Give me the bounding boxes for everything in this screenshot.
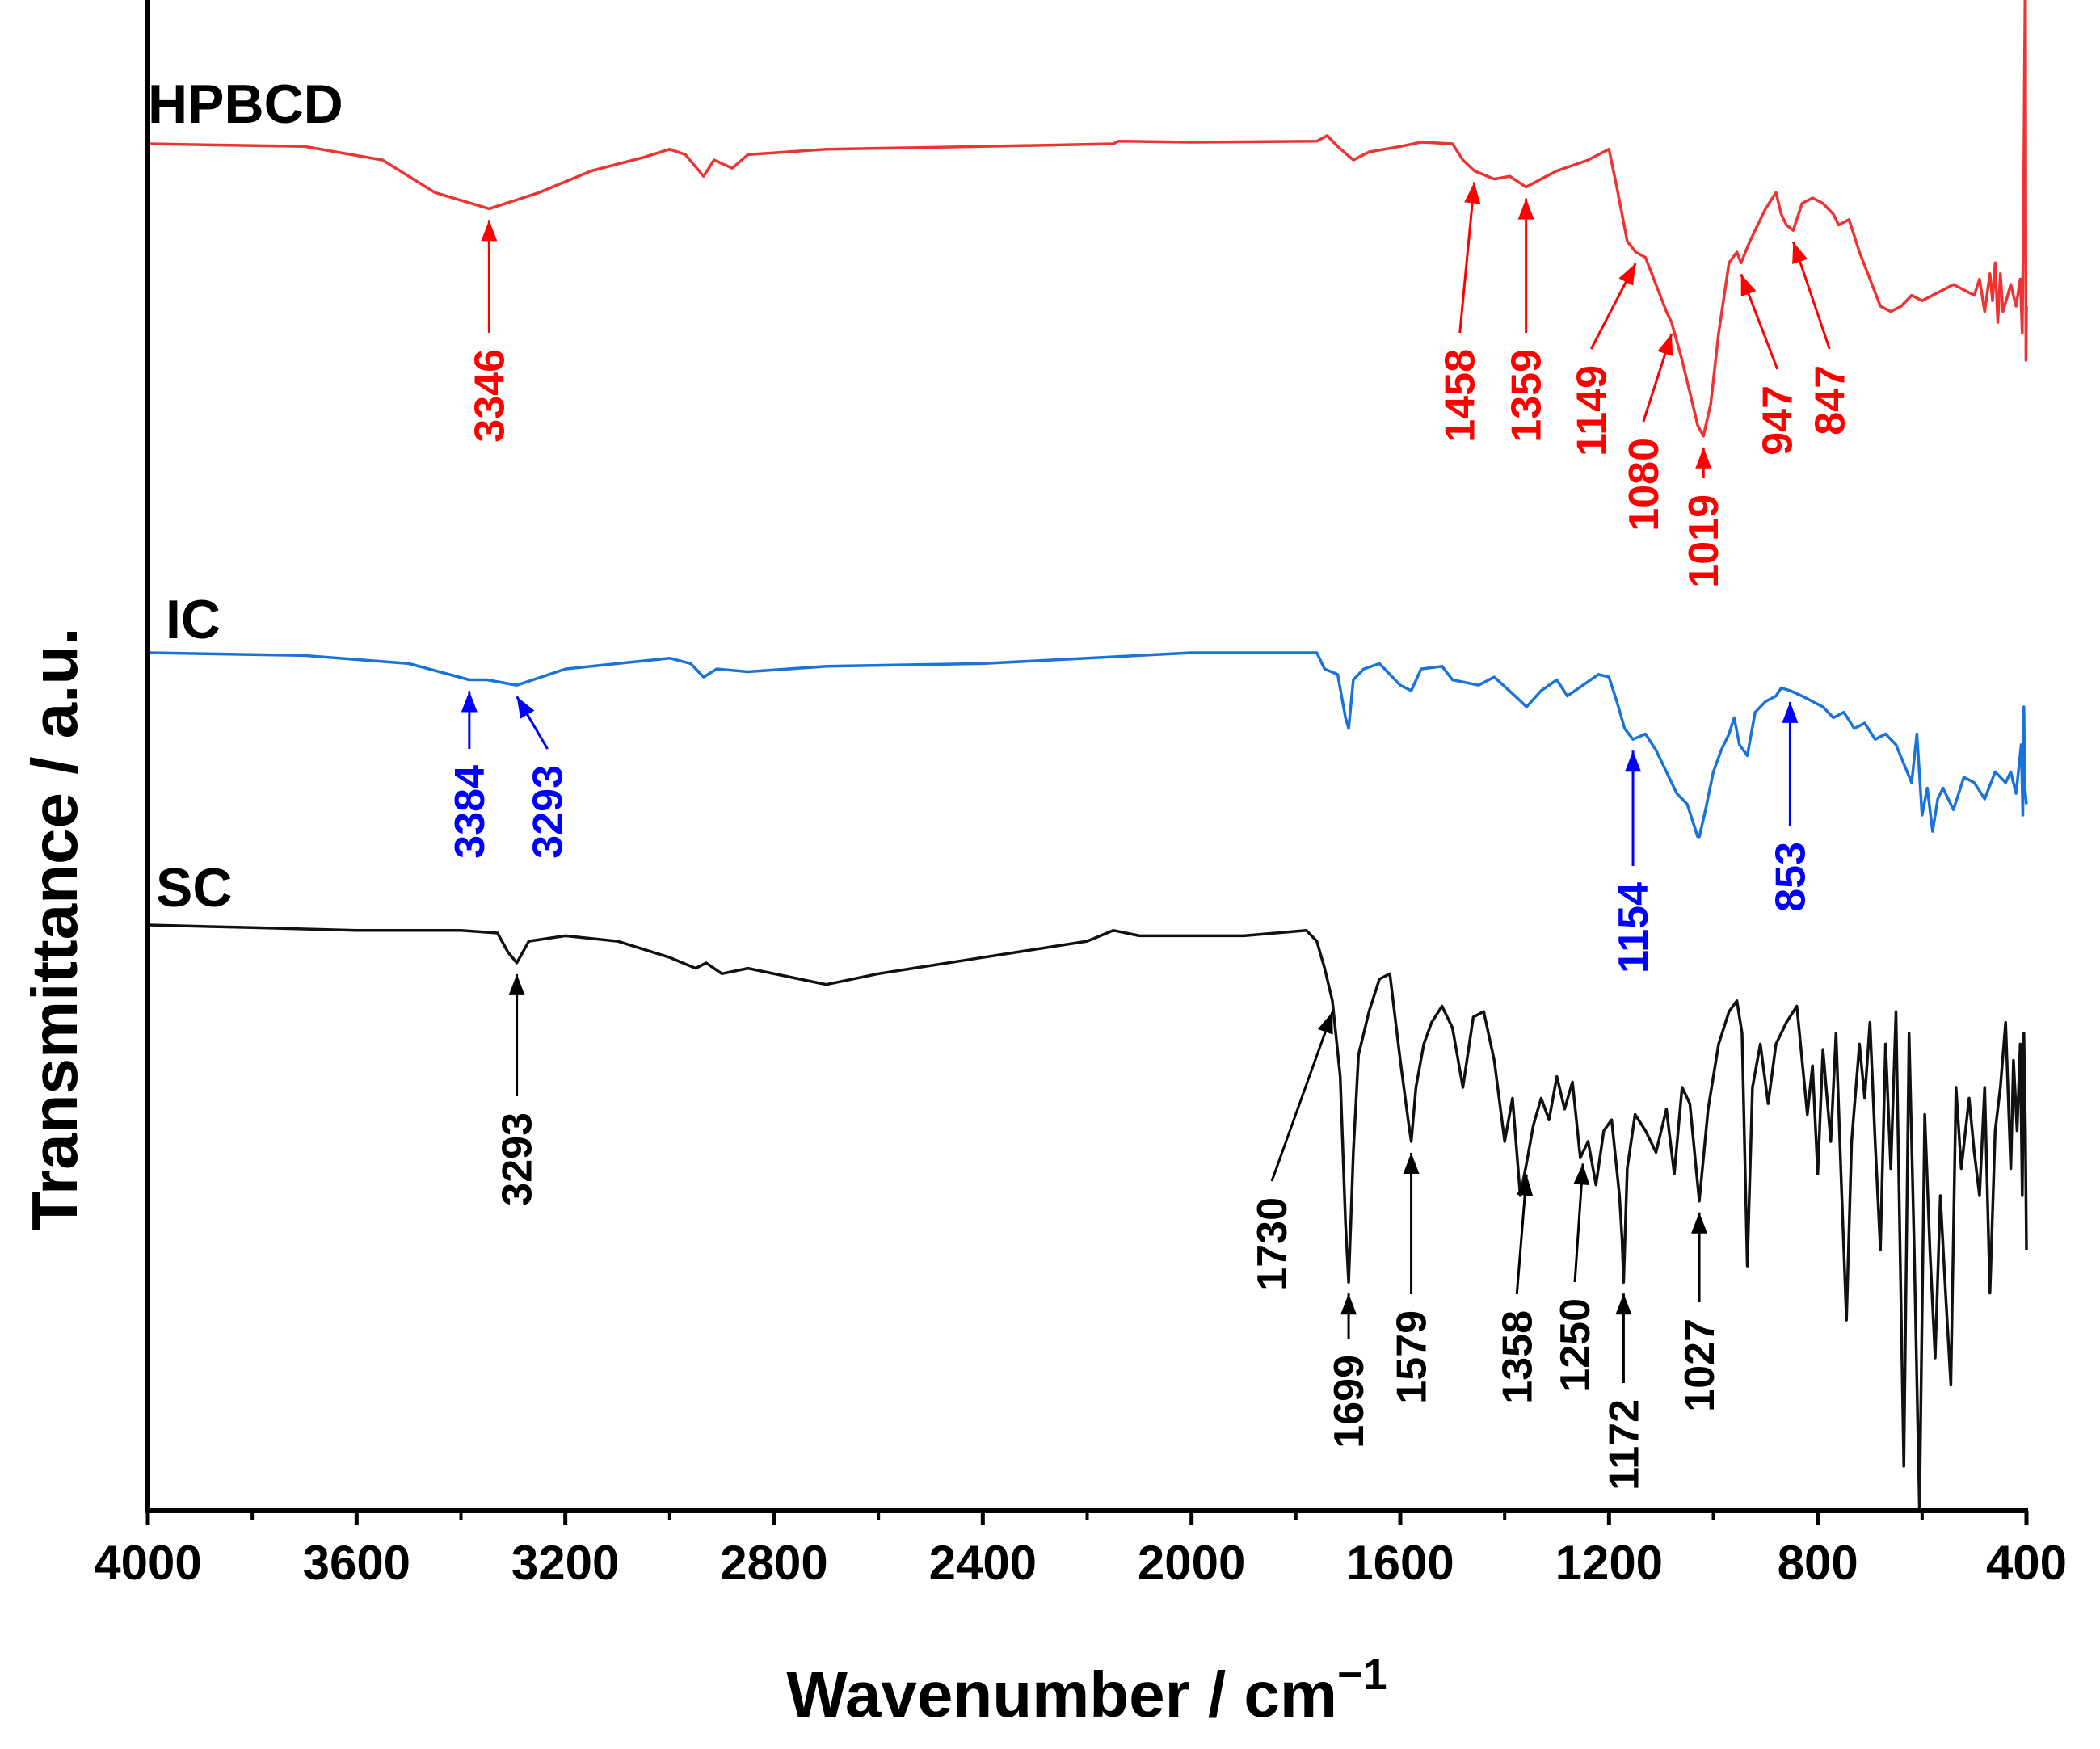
series-line-ic: [147, 651, 2028, 839]
peak-label-hpbcd-1359: 1359: [1504, 349, 1551, 443]
peak-label-sc-1699: 1699: [1326, 1355, 1373, 1448]
peak-label-hpbcd-847: 847: [1807, 365, 1854, 435]
x-tick-label: 1200: [1555, 1536, 1663, 1590]
peak-arrow-head: [1782, 701, 1799, 723]
series-line-sc: [147, 923, 2028, 1511]
plot-lines: [147, 0, 2028, 1511]
y-axis-title: Transmittance / a.u.: [19, 628, 90, 1231]
peak-arrow-head: [1340, 1293, 1357, 1315]
x-tick-label: 800: [1778, 1536, 1858, 1590]
x-tick-label: 2400: [929, 1536, 1037, 1590]
peak-arrow-head: [508, 973, 525, 995]
peak-label-hpbcd-1080: 1080: [1621, 438, 1668, 532]
x-tick-label: 1600: [1346, 1536, 1454, 1590]
x-tick-label: 4000: [94, 1536, 201, 1590]
x-axis-title: Wavenumber / cm−1: [786, 1650, 1387, 1730]
peak-arrow-line: [1270, 1011, 1334, 1182]
peak-arrow-line: [1458, 182, 1476, 334]
x-tick-label: 2000: [1138, 1536, 1245, 1590]
peak-label-hpbcd-1458: 1458: [1437, 349, 1484, 443]
peak-arrow-head: [461, 691, 478, 713]
peak-arrow-head: [1691, 1212, 1708, 1234]
peak-arrow-head: [1517, 1174, 1534, 1196]
series-label-hpbcd: HPBCD: [148, 74, 343, 135]
x-tick-label: 3200: [511, 1536, 619, 1590]
peak-arrow-head: [1657, 334, 1673, 356]
peak-label-sc-1730: 1730: [1249, 1197, 1296, 1291]
peak-label-sc-1358: 1358: [1494, 1310, 1541, 1404]
x-axis-title-text: Wavenumber / cm: [786, 1659, 1337, 1730]
series-label-sc: SC: [156, 857, 232, 919]
peak-arrow-head: [1573, 1163, 1590, 1186]
peak-label-hpbcd-1019: 1019: [1681, 494, 1728, 588]
peak-arrow-head: [1625, 750, 1642, 772]
peak-label-sc-1250: 1250: [1552, 1298, 1599, 1392]
peak-label-hpbcd-947: 947: [1755, 385, 1802, 456]
x-tick-label: 3600: [303, 1536, 410, 1590]
peak-label-hpbcd-3346: 3346: [466, 349, 513, 443]
peak-label-ic-853: 853: [1767, 842, 1814, 912]
peak-label-ic-3384: 3384: [447, 765, 494, 859]
x-tick-label: 400: [1986, 1536, 2067, 1590]
peak-label-ic-1154: 1154: [1610, 882, 1657, 973]
x-ticks: 4000 3600 3200 2800 2400 2000 1600 1200 800 400: [94, 1511, 2067, 1590]
peak-arrow-head: [1517, 198, 1534, 220]
peak-arrow-head: [1740, 274, 1757, 297]
peak-arrow-head: [1618, 263, 1636, 286]
peak-arrow-head: [1403, 1153, 1420, 1174]
peak-label-hpbcd-1149: 1149: [1568, 365, 1615, 456]
series-names: HPBCD IC SC: [148, 74, 343, 919]
peak-label-ic-3293: 3293: [525, 765, 572, 859]
peak-arrow-head: [1615, 1293, 1632, 1315]
peak-label-sc-1027: 1027: [1677, 1318, 1723, 1412]
x-tick-label: 2800: [720, 1536, 827, 1590]
x-axis-title-superscript: −1: [1337, 1650, 1387, 1699]
peak-arrow-head: [481, 220, 498, 242]
peak-arrow-head: [516, 696, 535, 719]
peak-label-sc-3293: 3293: [494, 1112, 541, 1206]
peak-label-sc-1579: 1579: [1389, 1310, 1436, 1404]
series-label-ic: IC: [166, 589, 221, 650]
peak-arrow-head: [1464, 182, 1481, 204]
peak-label-sc-1172: 1172: [1601, 1399, 1648, 1490]
series-line-hpbcd: [147, 0, 2028, 438]
peak-arrow-head: [1695, 447, 1712, 469]
peak-arrow-head: [1792, 242, 1808, 265]
peak-arrow-head: [1317, 1011, 1333, 1035]
